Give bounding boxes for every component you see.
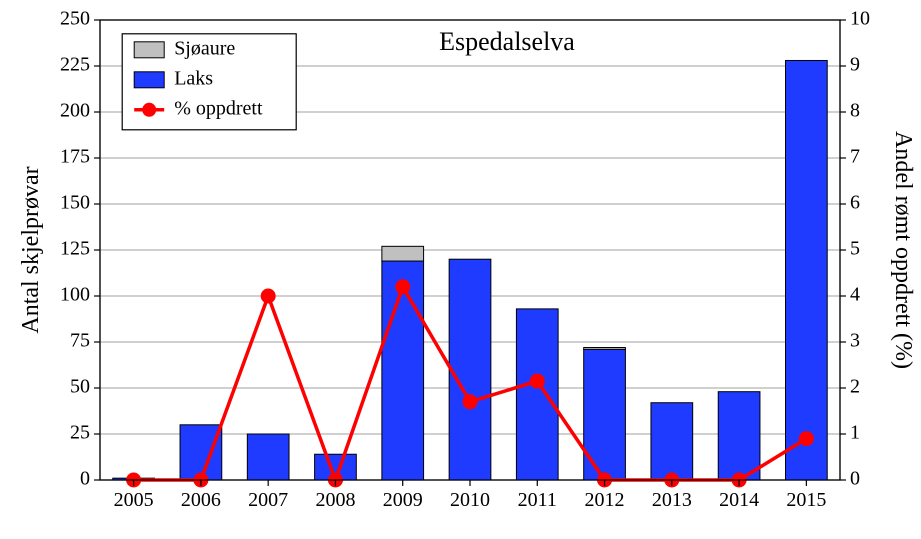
xtick-label: 2011 [518, 489, 557, 511]
ytick-label-right: 10 [850, 8, 870, 30]
chart-title: Espedalselva [439, 27, 575, 56]
bar-laks [651, 403, 693, 480]
bar-laks [247, 434, 289, 480]
line-marker [799, 432, 813, 446]
xtick-label: 2012 [585, 489, 625, 511]
legend-label: Laks [174, 67, 213, 89]
ytick-label-right: 7 [850, 146, 860, 168]
y-axis-right-label: Andel rømt oppdrett (%) [890, 131, 916, 369]
ytick-label-right: 5 [850, 238, 860, 260]
bar-laks [718, 392, 760, 480]
legend-label: Sjøaure [174, 37, 235, 59]
ytick-label-left: 50 [70, 376, 90, 398]
bar-sjøaure [584, 348, 626, 350]
chart-root: 0 25 50 75 100 125 150 175 200 225 250 0 1 2 3 4 5 6 7 8 9 10… [0, 0, 921, 539]
ytick-label-left: 0 [80, 468, 90, 490]
y-axis-left-label: Antal skjelprøvar [18, 166, 44, 333]
bar-sjøaure [382, 246, 424, 261]
ytick-label-left: 75 [70, 330, 90, 352]
legend-swatch [134, 72, 164, 88]
ytick-label-left: 25 [70, 422, 90, 444]
ytick-label-left: 225 [60, 54, 90, 76]
ytick-label-right: 3 [850, 330, 860, 352]
bar-laks [449, 259, 491, 480]
legend-label: % oppdrett [174, 97, 263, 119]
xtick-label: 2010 [450, 489, 490, 511]
xtick-label: 2006 [181, 489, 221, 511]
line-marker [261, 289, 275, 303]
xtick-label: 2009 [383, 489, 423, 511]
ytick-label-right: 8 [850, 100, 860, 122]
bar-laks [180, 425, 222, 480]
ytick-label-right: 4 [850, 284, 860, 306]
legend-swatch [134, 42, 164, 58]
line-marker [463, 395, 477, 409]
ytick-label-right: 6 [850, 192, 860, 214]
ytick-label-right: 2 [850, 376, 860, 398]
ytick-label-left: 125 [60, 238, 90, 260]
ytick-label-right: 9 [850, 54, 860, 76]
line-marker [396, 280, 410, 294]
bar-laks [516, 309, 558, 480]
xtick-label: 2007 [248, 489, 288, 511]
ytick-label-right: 0 [850, 468, 860, 490]
line-marker [530, 374, 544, 388]
xtick-label: 2008 [315, 489, 355, 511]
xtick-label: 2013 [652, 489, 692, 511]
ytick-label-right: 1 [850, 422, 860, 444]
ytick-label-left: 100 [60, 284, 90, 306]
legend: Sjøaure Laks % oppdrett [122, 34, 296, 130]
ytick-label-left: 200 [60, 100, 90, 122]
ytick-label-left: 250 [60, 8, 90, 30]
bar-laks [786, 60, 828, 480]
xtick-label: 2005 [114, 489, 154, 511]
xtick-label: 2015 [786, 489, 826, 511]
xtick-label: 2014 [719, 489, 759, 511]
legend-marker [142, 103, 156, 117]
ytick-label-left: 175 [60, 146, 90, 168]
ytick-label-left: 150 [60, 192, 90, 214]
